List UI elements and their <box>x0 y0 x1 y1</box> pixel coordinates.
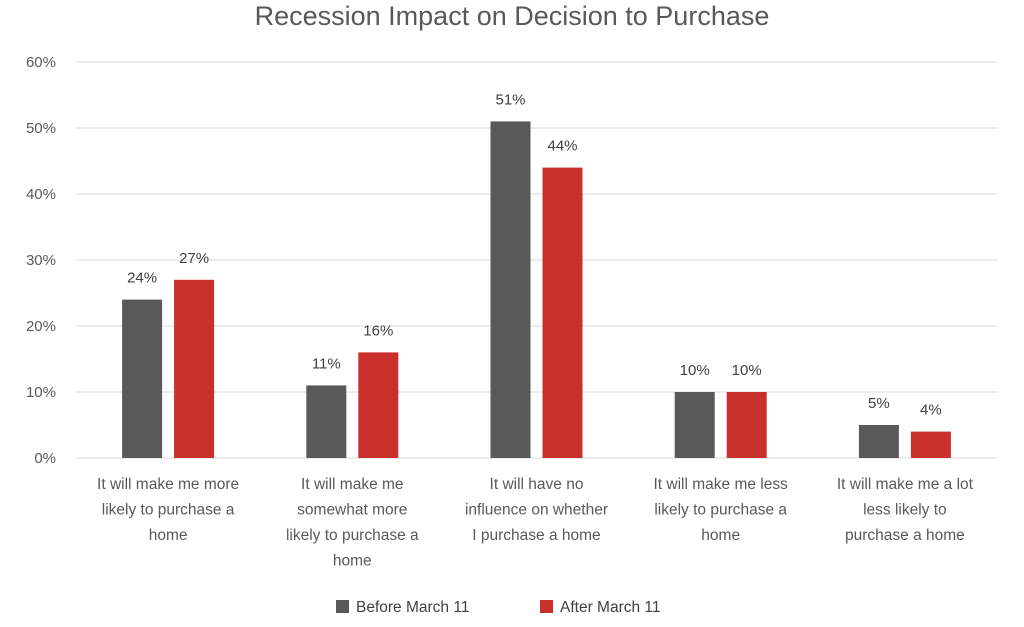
bar <box>726 392 767 458</box>
category-label-line: likely to purchase a <box>654 502 787 519</box>
category-label-line: likely to purchase a <box>102 502 235 519</box>
x-category-label: It will make me a lot less likely to purch… <box>837 476 974 544</box>
bar <box>306 385 347 458</box>
bars <box>122 121 951 459</box>
bar <box>674 392 715 458</box>
bar <box>490 121 531 459</box>
data-label: 27% <box>179 250 209 267</box>
bar <box>122 299 163 458</box>
data-label: 16% <box>363 322 393 339</box>
legend-swatch <box>540 600 553 613</box>
legend: Before March 11 After March 11 <box>336 599 661 616</box>
y-axis-ticks: 0% 10% 20% 30% 40% 50% 60% <box>26 54 56 467</box>
x-category-label: It will make me more likely to purchase a… <box>97 476 239 544</box>
legend-label: After March 11 <box>560 599 661 616</box>
bar <box>910 431 951 458</box>
data-labels: 24% 11% 51% 10% 5% 27% 16% 44% 10% 4% <box>127 91 942 418</box>
bar <box>858 425 899 458</box>
data-label: 5% <box>868 395 890 412</box>
data-label: 44% <box>547 138 577 155</box>
category-label-line: influence on whether <box>465 502 608 519</box>
category-label-line: likely to purchase a <box>286 527 419 544</box>
data-label: 24% <box>127 270 157 287</box>
x-axis-categories: It will make me more likely to purchase a… <box>97 476 974 570</box>
data-label: 51% <box>495 91 525 108</box>
x-category-label: It will make me somewhat more likely to pu… <box>286 476 419 570</box>
data-label: 10% <box>680 362 710 379</box>
category-label-line: It will make me a lot <box>837 476 974 493</box>
bar <box>358 352 399 458</box>
category-label-line: It will make me more <box>97 476 239 493</box>
y-tick-label: 10% <box>26 384 56 401</box>
x-category-label: It will make me less likely to purchase a… <box>654 476 789 544</box>
category-label-line: It will make me less <box>654 476 789 493</box>
legend-swatch <box>336 600 349 613</box>
data-label: 11% <box>312 355 341 372</box>
category-label-line: It will make me <box>301 476 404 493</box>
y-tick-label: 60% <box>26 54 56 71</box>
data-label: 10% <box>732 362 762 379</box>
category-label-line: somewhat more <box>297 502 407 519</box>
y-tick-label: 0% <box>34 450 56 467</box>
y-tick-label: 30% <box>26 252 56 269</box>
x-category-label: It will have no influence on whether I pur… <box>465 476 608 544</box>
gridlines <box>76 61 997 459</box>
bar <box>542 167 583 458</box>
data-label: 4% <box>920 402 942 419</box>
category-label-line: less likely to <box>863 502 947 519</box>
chart-title: Recession Impact on Decision to Purchase <box>255 1 770 31</box>
legend-label: Before March 11 <box>356 599 469 616</box>
bar <box>174 279 215 458</box>
category-label-line: I purchase a home <box>472 527 600 544</box>
category-label-line: home <box>149 527 188 544</box>
category-label-line: home <box>333 553 372 570</box>
y-tick-label: 50% <box>26 120 56 137</box>
y-tick-label: 20% <box>26 318 56 335</box>
y-tick-label: 40% <box>26 186 56 203</box>
category-label-line: It will have no <box>490 476 584 493</box>
category-label-line: home <box>701 527 740 544</box>
category-label-line: purchase a home <box>845 527 965 544</box>
